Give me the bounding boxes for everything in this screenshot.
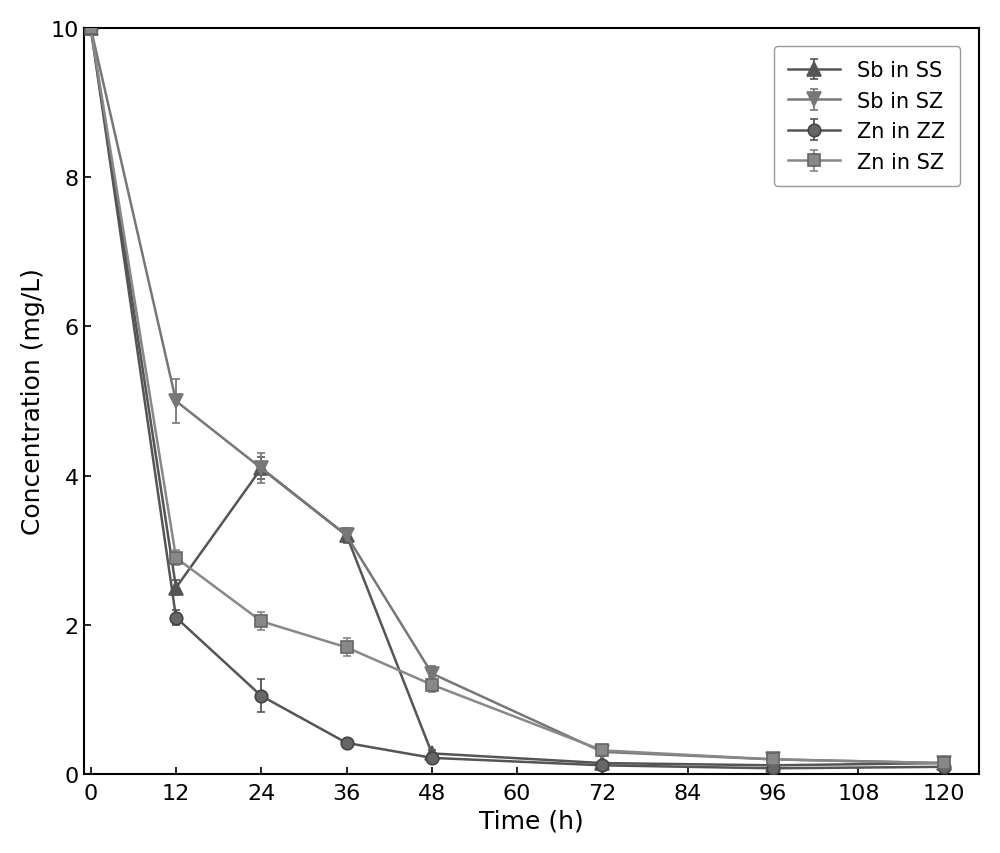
Y-axis label: Concentration (mg/L): Concentration (mg/L) [21, 269, 45, 535]
X-axis label: Time (h): Time (h) [479, 809, 584, 833]
Legend: Sb in SS, Sb in SZ, Zn in ZZ, Zn in SZ: Sb in SS, Sb in SZ, Zn in ZZ, Zn in SZ [774, 47, 960, 187]
